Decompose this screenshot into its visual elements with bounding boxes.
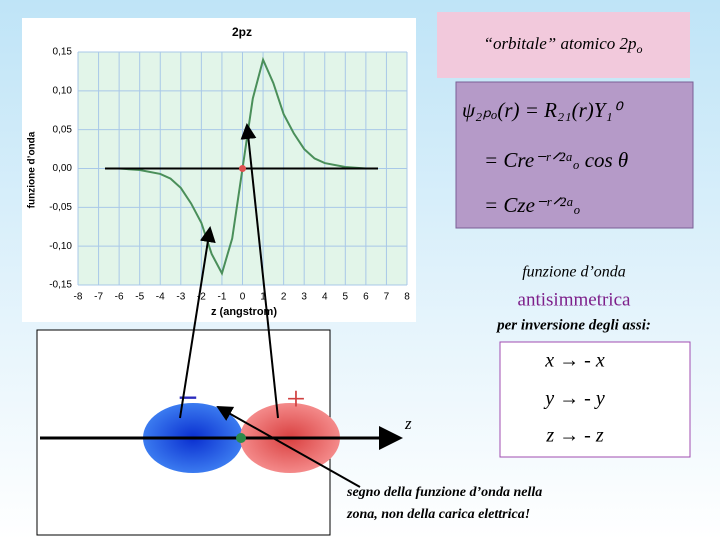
y-tick-label: 0,10 (53, 85, 73, 96)
plus-sign: + (286, 381, 305, 418)
y-tick-label: -0,05 (49, 202, 72, 213)
x-tick-label: 2 (281, 292, 287, 303)
y-tick-label: 0,15 (53, 47, 73, 58)
x-tick-label: 0 (240, 292, 246, 303)
y-tick-label: 0,05 (53, 124, 73, 135)
x-tick-label: 3 (301, 292, 307, 303)
x-tick-label: 1 (260, 292, 266, 303)
caption: per inversione degli assi: (495, 317, 651, 333)
x-tick-label: -3 (176, 292, 185, 303)
axis-label: z (404, 414, 412, 433)
x-tick-label: -2 (197, 292, 206, 303)
caption-emphasis: antisimmetrica (518, 289, 631, 310)
y-tick-label: 0,00 (53, 163, 73, 174)
equation: = Cze⁻ʳᐟ²ᵃₒ (484, 193, 580, 217)
arrow (179, 226, 216, 419)
y-axis-label: funzione d’onda (27, 131, 38, 208)
x-tick-label: 7 (384, 292, 390, 303)
title-subscript: o (637, 42, 643, 56)
x-tick-label: -6 (115, 292, 124, 303)
y-tick-label: -0,15 (49, 280, 72, 291)
inversion-box (499, 341, 691, 458)
inversion: y → - y (543, 388, 605, 410)
x-tick-label: -8 (74, 292, 83, 303)
minus-sign: − (178, 379, 198, 417)
chart-title: 2pz (232, 25, 252, 39)
x-tick-label: -5 (135, 292, 144, 303)
x-tick-label: 8 (404, 292, 410, 303)
x-tick-label: -1 (217, 292, 226, 303)
x-tick-label: -7 (94, 292, 103, 303)
x-tick-label: 6 (363, 292, 369, 303)
note: zona, non della carica elettrica! (346, 507, 530, 522)
nucleus (236, 433, 246, 443)
equation-box (455, 81, 694, 229)
x-axis-label: z (angstrom) (211, 306, 277, 318)
equation: ψ₂ₚₒ(r) = R₂₁(r)Y₁⁰ (462, 98, 625, 122)
x-tick-label: -4 (156, 292, 165, 303)
caption: funzione d’onda (522, 264, 626, 281)
slide-title: “orbitale” atomico 2po (483, 34, 642, 56)
y-tick-label: -0,10 (49, 241, 72, 252)
arrow (240, 123, 279, 419)
inversion: x → - x (544, 350, 605, 372)
x-tick-label: 4 (322, 292, 328, 303)
equation: = Cre⁻ʳᐟ²ᵃₒ cos θ (484, 148, 628, 172)
inversion: z → - z (545, 425, 603, 447)
arrow (216, 406, 361, 488)
chart: 2pz z (angstrom) funzione d’onda -0,15 -0… (22, 18, 416, 322)
title-box (437, 12, 690, 78)
origin-dot (239, 165, 246, 172)
title-text: “orbitale” atomico 2p (483, 34, 636, 53)
x-tick-label: 5 (343, 292, 349, 303)
note: segno della funzione d’onda nella (346, 485, 542, 500)
